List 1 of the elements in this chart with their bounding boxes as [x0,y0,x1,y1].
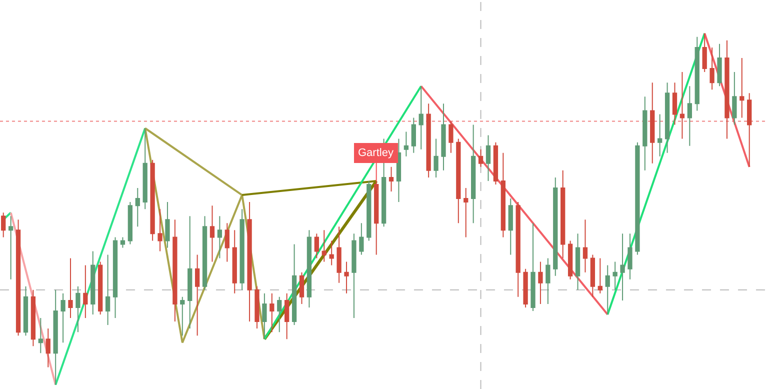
text: Gartley [358,147,394,159]
